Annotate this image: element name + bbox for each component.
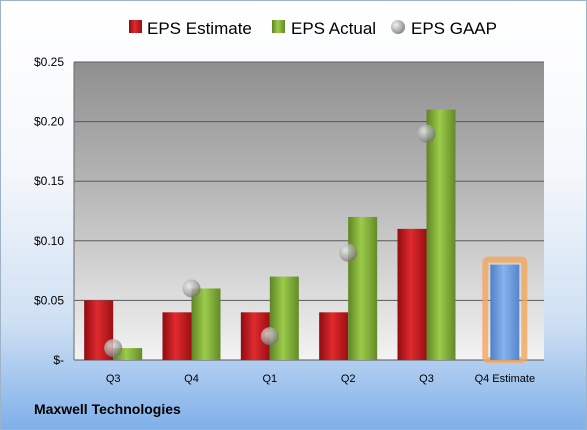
legend-label-eps-estimate: EPS Estimate bbox=[147, 19, 252, 38]
gaap-markers bbox=[104, 124, 436, 358]
x-tick-label: Q2 bbox=[341, 373, 356, 385]
legend-label-eps-actual: EPS Actual bbox=[291, 19, 376, 38]
y-tick-label: $0.10 bbox=[34, 234, 64, 248]
y-tick-label: $0.15 bbox=[34, 174, 64, 188]
legend-swatch-eps-gaap bbox=[391, 20, 405, 34]
bar-eps-estimate bbox=[162, 312, 192, 360]
x-tick-label: Q4 Estimate bbox=[475, 373, 536, 385]
x-axis: Q3 Q4 Q1 Q2 Q3 Q4 Estimate bbox=[106, 373, 535, 385]
plot-area bbox=[74, 62, 544, 360]
marker-eps-gaap bbox=[182, 279, 201, 298]
legend-swatch-eps-actual bbox=[272, 20, 285, 33]
bar-eps-forecast bbox=[490, 264, 520, 360]
marker-eps-gaap bbox=[339, 243, 358, 262]
x-tick-label: Q4 bbox=[184, 373, 199, 385]
y-tick-label: $0.05 bbox=[34, 293, 64, 307]
marker-eps-gaap bbox=[260, 327, 279, 346]
y-axis: $- $0.05 $0.10 $0.15 $0.20 $0.25 bbox=[34, 55, 75, 367]
y-tick-label: $- bbox=[53, 353, 64, 367]
x-tick-label: Q3 bbox=[106, 373, 121, 385]
bars bbox=[84, 109, 528, 364]
x-tick-label: Q3 bbox=[419, 373, 434, 385]
legend-swatch-eps-estimate bbox=[129, 20, 142, 33]
legend: EPS Estimate EPS Actual EPS GAAP bbox=[129, 19, 497, 38]
y-tick-label: $0.20 bbox=[34, 115, 64, 129]
bar-eps-actual bbox=[348, 216, 378, 360]
x-tick-label: Q1 bbox=[262, 373, 277, 385]
bar-eps-estimate bbox=[319, 312, 349, 360]
bar-eps-actual bbox=[426, 109, 456, 361]
bar-eps-actual bbox=[269, 276, 299, 360]
bar-eps-actual bbox=[191, 288, 221, 360]
bar-eps-estimate bbox=[397, 228, 427, 360]
gridlines bbox=[74, 61, 544, 361]
company-name: Maxwell Technologies bbox=[34, 401, 181, 417]
y-tick-label: $0.25 bbox=[34, 55, 64, 69]
legend-label-eps-gaap: EPS GAAP bbox=[411, 19, 497, 38]
bar-eps-actual bbox=[113, 348, 143, 360]
marker-eps-gaap bbox=[417, 124, 436, 143]
marker-eps-gaap bbox=[104, 339, 123, 358]
